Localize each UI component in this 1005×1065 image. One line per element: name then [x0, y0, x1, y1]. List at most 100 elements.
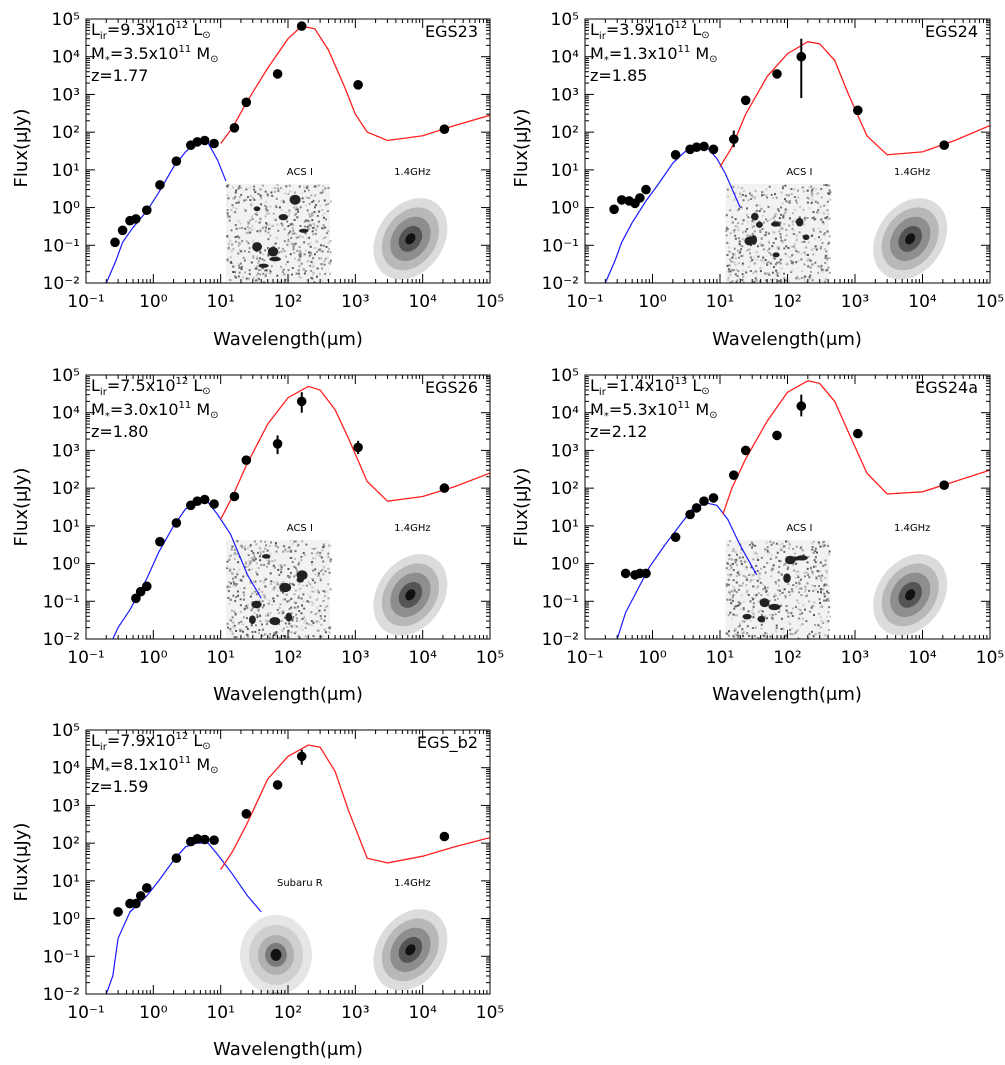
axis-ticks — [584, 374, 991, 640]
photometry-point — [939, 140, 949, 150]
inset-label-radio: 1.4GHz — [394, 523, 430, 534]
x-tick-label: 10⁴ — [408, 292, 437, 312]
y-tick-label: 10⁴ — [551, 48, 580, 68]
x-tick-label: 10³ — [841, 292, 869, 312]
galaxy-name: EGS24 — [925, 22, 978, 41]
y-tick-label: 10² — [52, 123, 80, 143]
x-tick-label: 10² — [274, 648, 302, 668]
y-tick-label: 10⁴ — [52, 404, 81, 424]
photometry-point — [110, 237, 120, 248]
photometry-point — [131, 214, 141, 224]
x-tick-label: 10⁰ — [139, 648, 168, 668]
x-tick-label: 10³ — [341, 1003, 369, 1023]
x-tick-label: 10¹ — [706, 648, 734, 668]
x-tick-label: 10¹ — [206, 1003, 234, 1023]
radio-1-4ghz-image — [373, 198, 448, 280]
y-tick-label: 10⁵ — [52, 10, 80, 30]
y-tick-label: 10¹ — [551, 161, 579, 181]
photometry-point — [199, 834, 210, 845]
photometry-point — [691, 142, 702, 152]
y-tick-label: 10⁵ — [551, 366, 579, 386]
y-tick-label: 10⁻¹ — [542, 236, 579, 256]
photometry-point — [691, 503, 702, 513]
x-tick-label: 10² — [773, 292, 801, 312]
inset-images: Subaru R 1.4GHz — [240, 878, 448, 994]
photometry-point — [296, 751, 307, 762]
x-tick-label: 10⁴ — [908, 648, 937, 668]
dust-model-curve — [719, 41, 990, 168]
lir-text: Lir=7.9x1012 L⊙ — [91, 731, 211, 753]
redshift-text: z=1.77 — [91, 66, 148, 85]
photometry-point — [272, 780, 283, 790]
lir-text: Lir=9.3x1012 L⊙ — [91, 20, 211, 42]
photometry-point — [192, 834, 203, 844]
axis-ticks — [85, 729, 491, 995]
photometry-point — [209, 835, 219, 845]
x-tick-label: 10⁰ — [638, 292, 667, 312]
photometry-point — [209, 138, 219, 149]
photometry-point — [192, 496, 203, 507]
x-tick-label: 10⁻¹ — [67, 648, 104, 668]
stellar-model-curve — [105, 842, 262, 994]
x-tick-label: 10³ — [341, 648, 369, 668]
y-tick-label: 10³ — [551, 85, 579, 105]
y-tick-label: 10⁵ — [551, 10, 579, 30]
photometry-point — [241, 97, 252, 108]
y-axis-label: Flux(μJy) — [11, 109, 32, 188]
photometry-point — [229, 491, 240, 502]
y-tick-label: 10⁰ — [551, 199, 580, 219]
photometry-point — [740, 95, 751, 106]
photometry-point — [439, 483, 450, 493]
y-tick-label: 10⁰ — [551, 555, 580, 575]
photometry-point — [699, 496, 709, 507]
y-tick-label: 10¹ — [52, 517, 80, 537]
photometry-point — [241, 809, 252, 819]
photometry-point — [708, 493, 719, 503]
x-tick-label: 10⁵ — [976, 648, 1004, 668]
stellar-model-curve — [105, 141, 227, 283]
photometry-point — [199, 494, 210, 505]
y-tick-label: 10⁵ — [52, 721, 80, 741]
y-tick-label: 10⁻¹ — [43, 592, 80, 612]
dust-model-curve — [220, 744, 490, 870]
photometry-point — [685, 509, 695, 520]
mstar-text: M*=3.5x1011 M⊙ — [91, 44, 219, 66]
photometry-point — [772, 69, 782, 79]
galaxy-name: EGS24a — [915, 378, 978, 397]
redshift-text: z=1.85 — [590, 66, 647, 85]
x-tick-label: 10⁵ — [476, 648, 504, 668]
photometry-point — [853, 105, 863, 116]
y-tick-label: 10³ — [52, 441, 80, 461]
x-tick-label: 10² — [274, 1003, 302, 1023]
x-tick-label: 10¹ — [206, 292, 234, 312]
photometry-point — [241, 455, 252, 466]
photometry-point — [199, 135, 210, 146]
dust-model-curve — [220, 385, 490, 520]
x-tick-label: 10⁻¹ — [566, 292, 603, 312]
inset-images: ACS I 1.4GHz — [225, 523, 448, 639]
photometry-point — [670, 150, 681, 160]
y-tick-label: 10⁻¹ — [43, 947, 80, 967]
stellar-model-curve — [604, 146, 741, 283]
y-tick-label: 10⁻¹ — [542, 592, 579, 612]
sed-panel-egs-b2: Subaru R 1.4GHz 10⁻¹ 10⁰ 10¹ 10² 10³ 10⁴ 10⁵ 10⁻²… — [11, 721, 504, 1060]
photometry-point — [135, 891, 146, 901]
y-tick-label: 10⁻² — [542, 630, 579, 650]
x-tick-label: 10² — [274, 292, 302, 312]
photometry-point — [635, 193, 645, 203]
x-axis-label: Wavelength(μm) — [213, 1039, 363, 1060]
acs-i-image — [225, 539, 332, 639]
y-axis-label: Flux(μJy) — [11, 823, 32, 902]
photometry-point — [616, 195, 627, 205]
galaxy-name: EGS26 — [425, 378, 478, 397]
acs-i-image — [725, 539, 832, 639]
inset-label-optical: ACS I — [287, 523, 313, 534]
x-tick-label: 10⁴ — [408, 648, 437, 668]
dust-model-curve — [722, 380, 990, 515]
y-tick-label: 10³ — [52, 796, 80, 816]
photometry-point — [939, 480, 949, 491]
x-tick-label: 10¹ — [206, 648, 234, 668]
